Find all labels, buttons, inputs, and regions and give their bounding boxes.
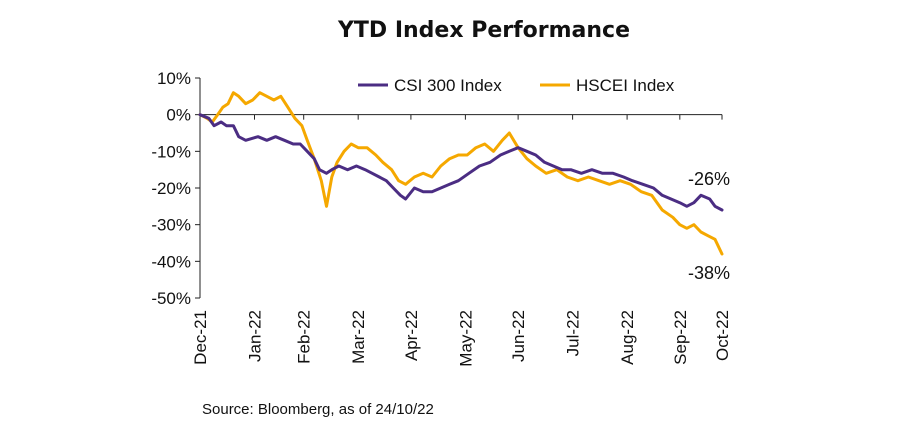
y-tick-label: 0% [166, 106, 191, 125]
x-axis: Dec-21 Jan-22 Feb-22 Mar-22 Apr-22 May-22 Jun-… [191, 114, 732, 367]
x-tick-label: Dec-21 [191, 310, 210, 365]
x-tick-label: May-22 [456, 310, 475, 367]
legend: CSI 300 Index HSCEI Index [358, 76, 675, 95]
series-layer [198, 91, 724, 256]
legend-label-hscei: HSCEI Index [576, 76, 675, 95]
legend-label-csi300: CSI 300 Index [394, 76, 502, 95]
x-tick-label: Jul-22 [564, 310, 583, 356]
x-tick-label: Oct-22 [713, 310, 732, 361]
y-tick-label: -50% [151, 289, 191, 308]
annotation-hscei: -38% [688, 263, 730, 283]
x-tick-label: Jan-22 [245, 310, 264, 362]
y-tick-label: 10% [157, 69, 191, 88]
x-tick-label: Feb-22 [295, 310, 314, 364]
y-tick-label: -20% [151, 179, 191, 198]
x-tick-label: Sep-22 [671, 310, 690, 365]
x-tick-label: Mar-22 [349, 310, 368, 364]
series-line-hscei-index [198, 91, 724, 256]
source-note: Source: Bloomberg, as of 24/10/22 [202, 401, 434, 418]
x-tick-label: Apr-22 [402, 310, 421, 361]
y-axis: 10% 0% -10% -20% -30% -40% -50% [151, 69, 201, 308]
y-tick-label: -40% [151, 252, 191, 271]
series-line-csi-300-index [198, 113, 724, 212]
y-tick-label: -10% [151, 142, 191, 161]
chart-title: YTD Index Performance [337, 18, 630, 43]
y-tick-label: -30% [151, 216, 191, 235]
annotation-csi300: -26% [688, 169, 730, 189]
x-tick-label: Aug-22 [618, 310, 637, 365]
x-tick-label: Jun-22 [509, 310, 528, 362]
